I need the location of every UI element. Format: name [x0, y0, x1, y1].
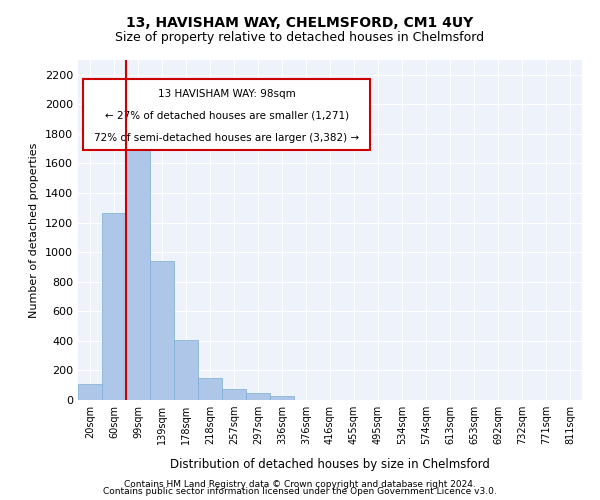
Text: 13 HAVISHAM WAY: 98sqm: 13 HAVISHAM WAY: 98sqm	[158, 89, 296, 99]
Text: Contains public sector information licensed under the Open Government Licence v3: Contains public sector information licen…	[103, 487, 497, 496]
Text: 13, HAVISHAM WAY, CHELMSFORD, CM1 4UY: 13, HAVISHAM WAY, CHELMSFORD, CM1 4UY	[127, 16, 473, 30]
Bar	[126, 144, 150, 400]
Bar	[198, 378, 222, 400]
Bar	[174, 340, 198, 400]
Bar	[102, 213, 126, 400]
FancyBboxPatch shape	[83, 78, 370, 150]
Y-axis label: Number of detached properties: Number of detached properties	[29, 142, 40, 318]
X-axis label: Distribution of detached houses by size in Chelmsford: Distribution of detached houses by size …	[170, 458, 490, 471]
Bar	[270, 396, 294, 400]
Text: Contains HM Land Registry data © Crown copyright and database right 2024.: Contains HM Land Registry data © Crown c…	[124, 480, 476, 489]
Text: ← 27% of detached houses are smaller (1,271): ← 27% of detached houses are smaller (1,…	[104, 111, 349, 121]
Bar	[222, 389, 246, 400]
Text: 72% of semi-detached houses are larger (3,382) →: 72% of semi-detached houses are larger (…	[94, 133, 359, 143]
Bar	[150, 261, 174, 400]
Text: Size of property relative to detached houses in Chelmsford: Size of property relative to detached ho…	[115, 31, 485, 44]
Bar	[246, 394, 270, 400]
Bar	[78, 384, 102, 400]
